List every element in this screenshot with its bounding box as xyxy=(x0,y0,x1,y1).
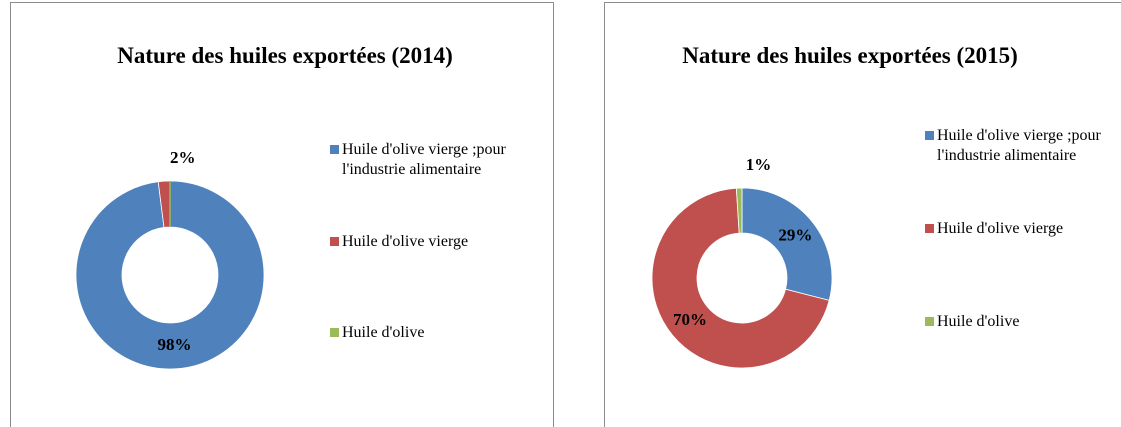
legend-label: Huile d'olive vierge ;pour l'industrie a… xyxy=(937,127,1101,164)
legend-item: Huile d'olive vierge ;pour l'industrie a… xyxy=(925,126,1105,166)
legend-label: Huile d'olive xyxy=(937,313,1020,330)
legend-label: Huile d'olive vierge ;pour l'industrie a… xyxy=(342,141,506,178)
legend-item: Huile d'olive xyxy=(330,323,510,343)
legend-swatch xyxy=(925,317,934,326)
donut-segment xyxy=(741,187,833,301)
chart-frame xyxy=(604,2,1121,427)
donut-segment xyxy=(735,187,743,234)
legend-swatch xyxy=(330,237,339,246)
donut-segment xyxy=(651,187,830,369)
legend-label: Huile d'olive vierge xyxy=(937,220,1064,237)
legend-swatch xyxy=(925,131,934,140)
legend-label: Huile d'olive vierge xyxy=(342,233,469,250)
data-label: 1% xyxy=(746,155,772,174)
data-label: 70% xyxy=(673,310,707,329)
legend-item: Huile d'olive xyxy=(925,312,1105,332)
chart-frame xyxy=(10,2,554,427)
legend-swatch xyxy=(330,145,339,154)
data-label: 29% xyxy=(778,226,812,245)
legend-label: Huile d'olive xyxy=(342,324,425,341)
legend-swatch xyxy=(925,224,934,233)
chart-title: Nature des huiles exportées (2015) xyxy=(682,43,1018,68)
legend-swatch xyxy=(330,328,339,337)
donut-segment xyxy=(75,180,265,370)
legend-item: Huile d'olive vierge xyxy=(330,232,510,252)
data-label: 2% xyxy=(170,148,196,167)
chart-title: Nature des huiles exportées (2014) xyxy=(117,43,453,68)
legend-item: Huile d'olive vierge xyxy=(925,219,1105,239)
data-label: 98% xyxy=(157,335,191,354)
legend-item: Huile d'olive vierge ;pour l'industrie a… xyxy=(330,140,510,180)
